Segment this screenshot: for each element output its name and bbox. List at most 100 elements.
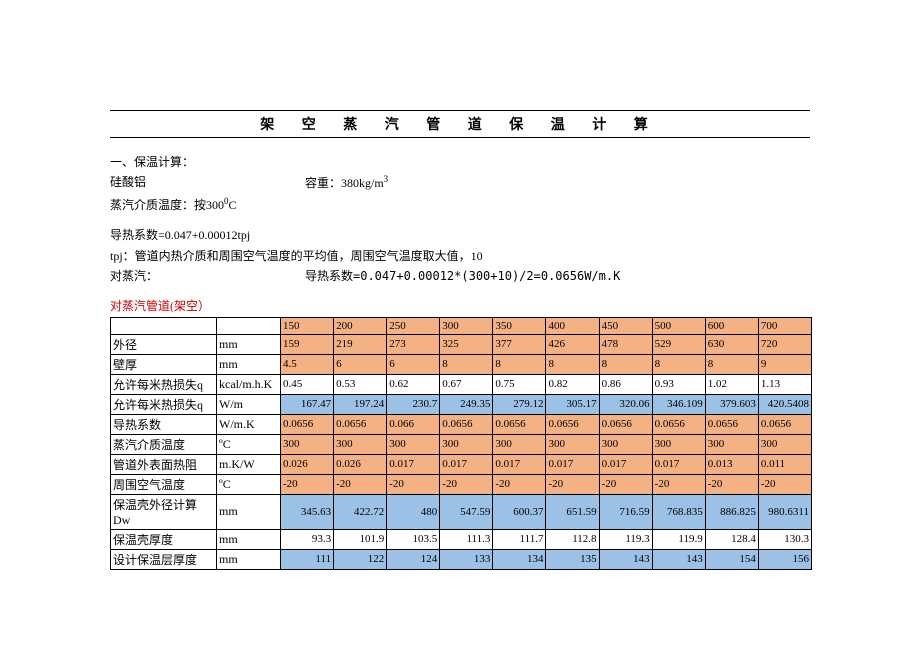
row-label: 周围空气温度 bbox=[111, 474, 217, 494]
cell: 305.17 bbox=[546, 394, 599, 414]
cell: 300 bbox=[758, 434, 811, 454]
cell: 0.017 bbox=[546, 454, 599, 474]
title-rule: 架 空 蒸 汽 管 道 保 温 计 算 bbox=[110, 110, 810, 138]
row-unit: kcal/m.h.K bbox=[217, 374, 281, 394]
row-label: 导热系数 bbox=[111, 414, 217, 434]
cell: 6 bbox=[387, 354, 440, 374]
row-label: 允许每米热损失q bbox=[111, 374, 217, 394]
cell: 300 bbox=[705, 434, 758, 454]
cell: 0.017 bbox=[493, 454, 546, 474]
cell: -20 bbox=[546, 474, 599, 494]
cell: -20 bbox=[440, 474, 493, 494]
cell: 156 bbox=[758, 549, 811, 569]
page-title: 架 空 蒸 汽 管 道 保 温 计 算 bbox=[260, 118, 660, 133]
row-label: 管道外表面热阻 bbox=[111, 454, 217, 474]
cell: 0.017 bbox=[599, 454, 652, 474]
cell: 325 bbox=[440, 334, 493, 354]
cell: 0.45 bbox=[281, 374, 334, 394]
cell: 422.72 bbox=[334, 494, 387, 529]
cell: 547.59 bbox=[440, 494, 493, 529]
cell: 8 bbox=[493, 354, 546, 374]
table-caption: 对蒸汽管道(架空） bbox=[110, 296, 810, 316]
cell: 8 bbox=[440, 354, 493, 374]
row-label: 保温壳厚度 bbox=[111, 529, 217, 549]
cell: -20 bbox=[758, 474, 811, 494]
cell: 128.4 bbox=[705, 529, 758, 549]
cell: 273 bbox=[387, 334, 440, 354]
cell: 0.0656 bbox=[652, 414, 705, 434]
cell: 230.7 bbox=[387, 394, 440, 414]
cell: 300 bbox=[546, 434, 599, 454]
cell: 0.017 bbox=[652, 454, 705, 474]
cell: 300 bbox=[599, 434, 652, 454]
table-row: 周围空气温度ºC-20-20-20-20-20-20-20-20-20-20 bbox=[111, 474, 812, 494]
cell: 300 bbox=[493, 434, 546, 454]
cell: 112.8 bbox=[546, 529, 599, 549]
cell: 377 bbox=[493, 334, 546, 354]
cell: 119.3 bbox=[599, 529, 652, 549]
table-row: 管道外表面热阻m.K/W0.0260.0260.0170.0170.0170.0… bbox=[111, 454, 812, 474]
column-header: 150 bbox=[281, 317, 334, 334]
cell: 651.59 bbox=[546, 494, 599, 529]
cell: 379.603 bbox=[705, 394, 758, 414]
cell: 0.67 bbox=[440, 374, 493, 394]
cell: 0.013 bbox=[705, 454, 758, 474]
row-label: 允许每米热损失q bbox=[111, 394, 217, 414]
table-row: 外径mm159219273325377426478529630720 bbox=[111, 334, 812, 354]
cell: 249.35 bbox=[440, 394, 493, 414]
cell: 122 bbox=[334, 549, 387, 569]
cell: 0.0656 bbox=[493, 414, 546, 434]
row-unit: W/m.K bbox=[217, 414, 281, 434]
column-header: 300 bbox=[440, 317, 493, 334]
cell: -20 bbox=[281, 474, 334, 494]
cell: 4.5 bbox=[281, 354, 334, 374]
cell: 0.0656 bbox=[281, 414, 334, 434]
column-header: 700 bbox=[758, 317, 811, 334]
cell: 111 bbox=[281, 549, 334, 569]
tpj-note: tpj：管道内热介质和周围空气温度的平均值，周围空气温度取大值，10 bbox=[110, 246, 810, 266]
cell: 420.5408 bbox=[758, 394, 811, 414]
section-heading: 一、保温计算： bbox=[110, 152, 810, 172]
density-text: 容重：380kg/m3 bbox=[305, 172, 388, 193]
cell: 0.0656 bbox=[440, 414, 493, 434]
row-unit: mm bbox=[217, 549, 281, 569]
cell: 0.066 bbox=[387, 414, 440, 434]
cell: 0.011 bbox=[758, 454, 811, 474]
table-row: 蒸汽介质温度ºC300300300300300300300300300300 bbox=[111, 434, 812, 454]
row-unit: W/m bbox=[217, 394, 281, 414]
cell: 886.825 bbox=[705, 494, 758, 529]
cell: -20 bbox=[387, 474, 440, 494]
cell: 6 bbox=[334, 354, 387, 374]
cell: 135 bbox=[546, 549, 599, 569]
cell: 167.47 bbox=[281, 394, 334, 414]
row-unit: ºC bbox=[217, 474, 281, 494]
cell: 768.835 bbox=[652, 494, 705, 529]
table-row: 保温壳外径计算Dwmm345.63422.72480547.59600.3765… bbox=[111, 494, 812, 529]
conductivity-formula: 导热系数=0.047+0.00012tpj bbox=[110, 225, 810, 245]
cell: 0.0656 bbox=[334, 414, 387, 434]
column-header: 250 bbox=[387, 317, 440, 334]
cell: 93.3 bbox=[281, 529, 334, 549]
cell: 300 bbox=[387, 434, 440, 454]
cell: -20 bbox=[652, 474, 705, 494]
cell: 279.12 bbox=[493, 394, 546, 414]
cell: 300 bbox=[440, 434, 493, 454]
table-header-row: 150200250300350400450500600700 bbox=[111, 317, 812, 334]
cell: 630 bbox=[705, 334, 758, 354]
row-unit: m.K/W bbox=[217, 454, 281, 474]
column-header: 450 bbox=[599, 317, 652, 334]
cell: 103.5 bbox=[387, 529, 440, 549]
table-row: 保温壳厚度mm93.3101.9103.5111.3111.7112.8119.… bbox=[111, 529, 812, 549]
medium-temp: 蒸汽介质温度：按3000C bbox=[110, 194, 810, 215]
table-row: 壁厚mm4.5668888889 bbox=[111, 354, 812, 374]
cell: 716.59 bbox=[599, 494, 652, 529]
cell: 478 bbox=[599, 334, 652, 354]
cell: 101.9 bbox=[334, 529, 387, 549]
cell: 0.62 bbox=[387, 374, 440, 394]
row-label: 蒸汽介质温度 bbox=[111, 434, 217, 454]
cell: 529 bbox=[652, 334, 705, 354]
cell: 720 bbox=[758, 334, 811, 354]
calculation-table: 150200250300350400450500600700外径mm159219… bbox=[110, 317, 812, 570]
header-blank bbox=[111, 317, 217, 334]
column-header: 500 bbox=[652, 317, 705, 334]
